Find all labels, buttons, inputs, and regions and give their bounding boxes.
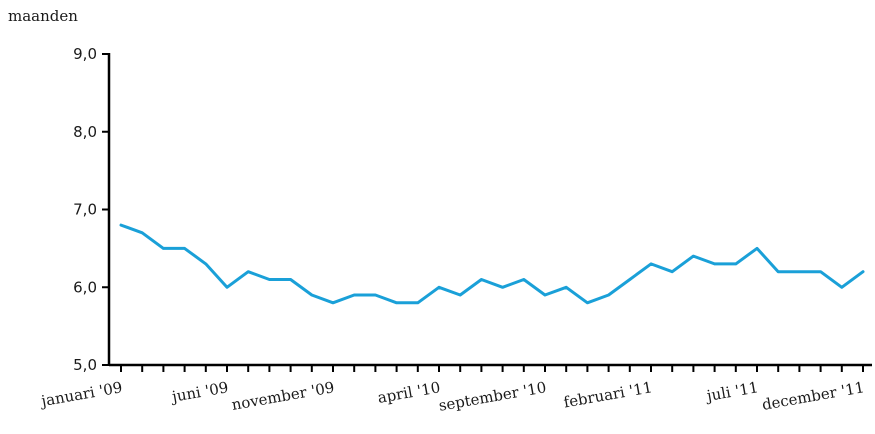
- y-tick-label: 5,0: [73, 356, 97, 374]
- data-point: [692, 254, 695, 258]
- data-point: [607, 293, 610, 297]
- data-point: [586, 301, 589, 304]
- x-tick-label: januari '09: [38, 378, 124, 410]
- x-tick-label: februari '11: [562, 378, 654, 411]
- x-tick-label: november '09: [230, 378, 335, 414]
- data-point: [501, 286, 504, 289]
- x-tick-label: april '10: [376, 378, 441, 407]
- data-point: [713, 262, 716, 266]
- data-point: [204, 262, 207, 266]
- data-point: [353, 293, 356, 297]
- data-point: [310, 293, 313, 297]
- data-point: [480, 278, 483, 281]
- data-point: [331, 301, 335, 304]
- data-point: [225, 286, 229, 289]
- series-line: [119, 223, 865, 305]
- data-point: [840, 286, 843, 289]
- data-point: [119, 223, 123, 227]
- data-point: [289, 278, 292, 281]
- data-point: [543, 293, 547, 297]
- y-tick-label: 6,0: [73, 278, 97, 296]
- y-tick-label: 9,0: [73, 45, 97, 63]
- data-point: [734, 262, 737, 266]
- data-point: [755, 247, 759, 250]
- x-tick-label: juli '11: [703, 378, 759, 405]
- data-point: [649, 262, 653, 266]
- data-point: [459, 293, 462, 297]
- data-point: [628, 278, 631, 281]
- data-point: [247, 270, 250, 273]
- x-tick-label: juni '09: [169, 378, 230, 406]
- y-tick-label: 8,0: [73, 123, 97, 141]
- data-point: [183, 247, 186, 250]
- data-point: [268, 278, 271, 281]
- data-point: [141, 231, 144, 235]
- data-point: [861, 270, 865, 273]
- x-tick-label: december '11: [761, 378, 866, 414]
- data-points: [119, 223, 865, 304]
- x-tick-label: september '10: [437, 378, 547, 415]
- data-point: [522, 278, 525, 281]
- data-point: [395, 301, 398, 304]
- y-axis-ticks: 5,0 6,0 7,0 8,0 9,0: [73, 45, 109, 374]
- data-point: [565, 286, 568, 289]
- data-point: [437, 286, 441, 289]
- data-point: [162, 247, 165, 250]
- data-point: [416, 301, 419, 304]
- y-axis-unit-label: maanden: [8, 7, 78, 25]
- data-point: [374, 293, 377, 297]
- data-point: [671, 270, 674, 273]
- data-point: [798, 270, 801, 273]
- data-point: [819, 270, 822, 273]
- data-point: [777, 270, 780, 273]
- y-tick-label: 7,0: [73, 201, 97, 219]
- x-axis-ticks: januari '09 juni '09 november '09 april '10…: [38, 365, 866, 415]
